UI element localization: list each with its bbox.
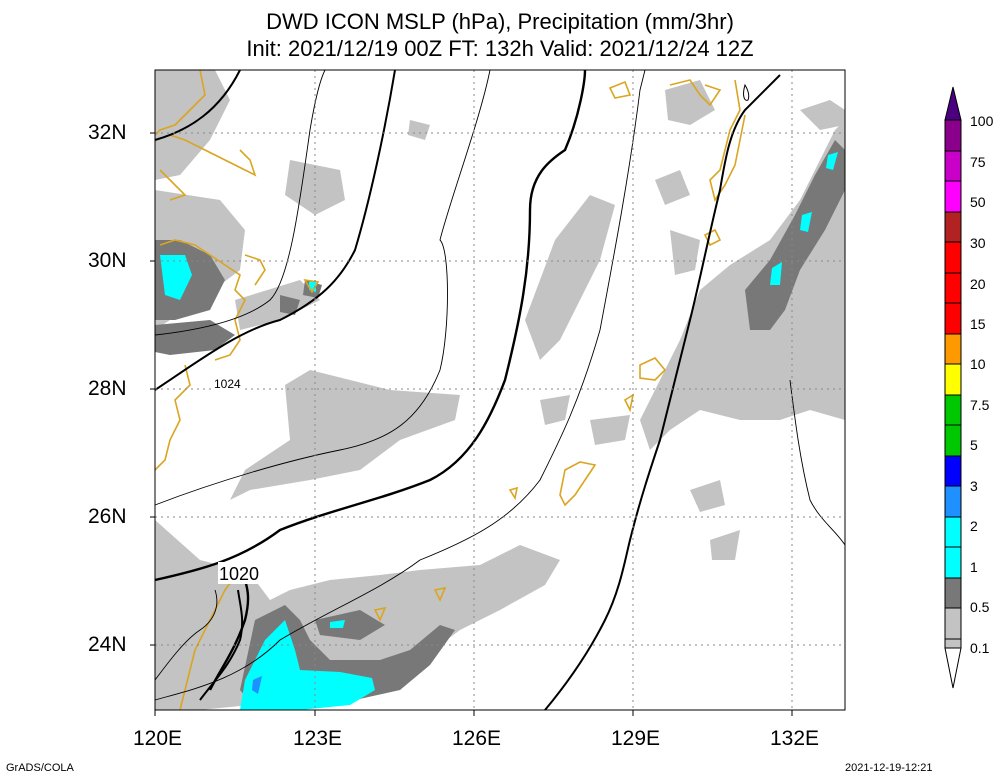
colorbar-swatch-15-red bbox=[944, 302, 962, 335]
footer-timestamp: 2021-12-19-12:21 bbox=[845, 762, 933, 774]
precipitation-field bbox=[155, 70, 845, 710]
colorbar-swatch-1-2 bbox=[944, 516, 962, 548]
colorbar-label-1: 1 bbox=[970, 559, 978, 575]
lon-label-120e: 120E bbox=[133, 727, 183, 750]
lon-label-123e: 123E bbox=[293, 727, 343, 750]
footer-credit: GrADS/COLA bbox=[6, 762, 74, 774]
colorbar-swatch-5-7 bbox=[944, 394, 962, 426]
colorbar-label-75: 75 bbox=[970, 154, 986, 170]
colorbar-swatch-0.1-0.5 bbox=[944, 607, 962, 640]
lat-label-28n: 28N bbox=[88, 377, 127, 400]
colorbar-swatch-15-20 bbox=[944, 241, 962, 274]
lat-label-30n: 30N bbox=[88, 249, 127, 272]
axis-ticks bbox=[150, 132, 793, 716]
map-grid bbox=[155, 70, 845, 710]
colorbar-swatch-20-30 bbox=[944, 211, 962, 243]
lon-label-126e: 126E bbox=[452, 727, 502, 750]
isobars bbox=[154, 69, 846, 711]
colorbar-swatch-green bbox=[944, 424, 962, 457]
isobar-label-1020: 1020 bbox=[219, 564, 259, 584]
lat-label-32n: 32N bbox=[88, 121, 127, 144]
lat-label-24n: 24N bbox=[88, 633, 127, 656]
colorbar-top-triangle bbox=[944, 86, 962, 121]
colorbar-label-100: 100 bbox=[970, 113, 994, 129]
map-frame bbox=[154, 69, 846, 711]
colorbar-label-7.5: 7.5 bbox=[970, 397, 990, 413]
colorbar-swatch-1b bbox=[944, 546, 962, 579]
colorbar-label-0.1: 0.1 bbox=[970, 640, 990, 656]
colorbar-label-3: 3 bbox=[970, 478, 978, 494]
precip-light-areas bbox=[155, 70, 845, 710]
colorbar-label-10: 10 bbox=[970, 356, 986, 372]
lat-label-26n: 26N bbox=[88, 505, 127, 528]
map-title: DWD ICON MSLP (hPa), Precipitation (mm/3… bbox=[266, 9, 734, 34]
colorbar-swatch-30-50 bbox=[944, 180, 962, 213]
lon-label-129e: 129E bbox=[611, 727, 661, 750]
isobar-label-bg-1020 bbox=[218, 562, 266, 584]
colorbar-swatch-10-15 bbox=[944, 333, 962, 365]
colorbar-swatch-0.5-1 bbox=[944, 577, 962, 609]
map-subtitle: Init: 2021/12/19 00Z FT: 132h Valid: 202… bbox=[246, 36, 754, 61]
precip-intense-spot bbox=[252, 676, 262, 694]
lon-label-132e: 132E bbox=[770, 727, 820, 750]
colorbar-label-20: 20 bbox=[970, 276, 986, 292]
colorbar-swatch-3-5 bbox=[944, 455, 962, 487]
precip-heavy-areas bbox=[160, 152, 838, 710]
colorbar bbox=[944, 86, 962, 689]
colorbar-label-2: 2 bbox=[970, 518, 978, 534]
colorbar-swatch-15b bbox=[944, 272, 962, 304]
coastlines bbox=[154, 69, 746, 711]
colorbar-swatch-50-75 bbox=[944, 150, 962, 182]
colorbar-swatch-0.1b bbox=[944, 638, 962, 649]
colorbar-label-0.5: 0.5 bbox=[970, 599, 990, 615]
colorbar-label-5: 5 bbox=[970, 437, 978, 453]
colorbar-label-50: 50 bbox=[970, 194, 986, 210]
colorbar-swatch-2-3 bbox=[944, 485, 962, 518]
isobar-label-1024: 1024 bbox=[214, 377, 241, 391]
colorbar-swatch-7-10 bbox=[944, 363, 962, 396]
isobar-label-bg-1024 bbox=[213, 376, 245, 390]
colorbar-label-30: 30 bbox=[970, 235, 986, 251]
colorbar-swatch-75-100 bbox=[944, 119, 962, 152]
colorbar-bottom-triangle bbox=[944, 647, 962, 689]
colorbar-label-15: 15 bbox=[970, 316, 986, 332]
